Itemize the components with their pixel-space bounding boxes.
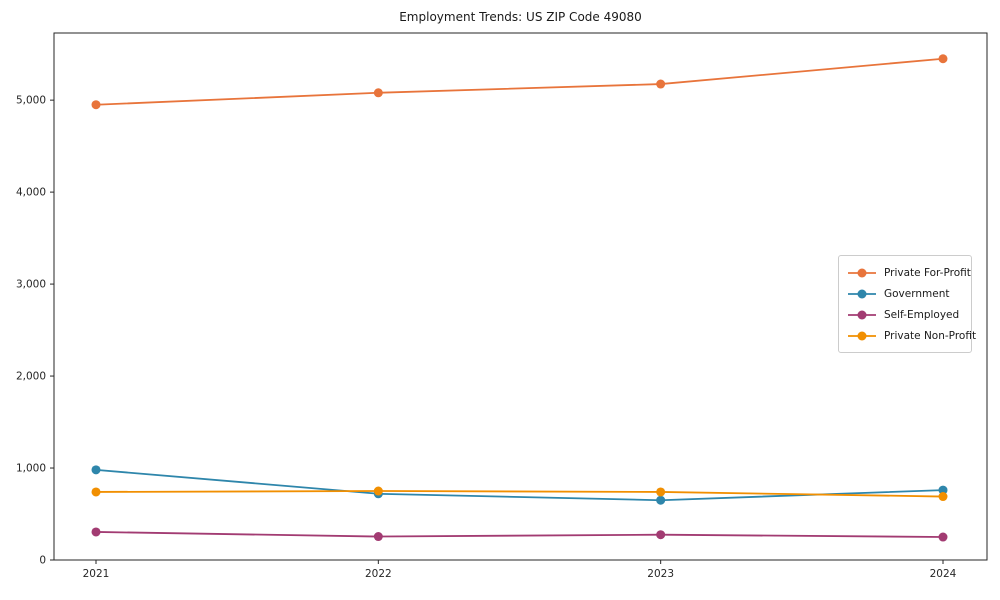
y-tick-label: 1,000 — [16, 463, 46, 475]
series-marker — [91, 487, 101, 497]
legend-line-marker-icon — [848, 289, 876, 298]
series-marker — [91, 527, 101, 537]
y-tick-label: 5,000 — [16, 95, 46, 107]
series-marker — [91, 100, 101, 110]
x-tick-label: 2021 — [83, 568, 110, 580]
series-marker — [373, 532, 383, 542]
series-line — [95, 57, 944, 106]
series-marker — [656, 487, 666, 497]
x-tick-label: 2024 — [930, 568, 957, 580]
series-marker — [373, 88, 383, 98]
legend-item: Government — [847, 283, 963, 304]
legend-line-marker-icon — [848, 331, 876, 340]
series-marker — [656, 495, 666, 505]
series-marker — [656, 79, 666, 89]
series-line — [95, 468, 944, 502]
legend-item: Private For-Profit — [847, 262, 971, 283]
x-tick-label: 2022 — [365, 568, 392, 580]
series-marker — [938, 54, 948, 64]
series-marker — [91, 465, 101, 475]
legend-item: Self-Employed — [847, 304, 963, 325]
legend: Private For-Profit Government Self-Employe… — [838, 255, 976, 353]
series-marker — [938, 532, 948, 542]
series-marker — [938, 485, 948, 495]
series-marker — [656, 530, 666, 540]
chart-title: Employment Trends: US ZIP Code 49080 — [399, 10, 642, 24]
series-marker — [938, 492, 948, 502]
legend-line-marker-icon — [848, 268, 876, 277]
series-marker — [373, 486, 383, 496]
y-tick-label: 2,000 — [16, 371, 46, 383]
y-tick-label: 3,000 — [16, 279, 46, 291]
legend-label: Government — [884, 287, 950, 300]
legend-label: Self-Employed — [884, 308, 960, 321]
x-tick-label: 2023 — [647, 568, 674, 580]
legend-line-marker-icon — [848, 310, 876, 319]
legend-label: Private For-Profit — [884, 266, 971, 279]
legend-label: Private Non-Profit — [884, 329, 977, 342]
plot-border — [53, 32, 988, 561]
series-line — [95, 490, 944, 498]
y-tick-label: 4,000 — [16, 187, 46, 199]
legend-item: Private Non-Profit — [847, 325, 976, 346]
y-tick-label: 0 — [39, 555, 46, 567]
series-line — [95, 531, 944, 538]
